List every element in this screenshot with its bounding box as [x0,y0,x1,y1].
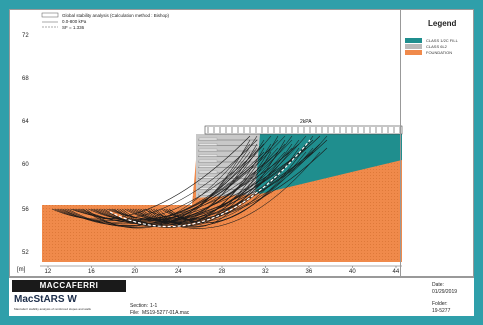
header-line-3: SF = 1.336 [62,25,85,30]
legend-item-label: CLASS 6L2 [426,44,448,49]
brand-logo: MACCAFERRI [12,280,126,292]
y-tick-label: 56 [22,207,29,213]
critical-slip-surface [109,139,311,228]
unit-label: [m] [17,267,26,273]
x-tick-label: 16 [88,269,95,275]
legend-item-label: CLASS 1/2C FILL [426,38,459,43]
slip-surfaces [51,135,328,229]
legend-swatch [405,50,422,55]
date-label: Date: [432,282,444,288]
y-tick-label: 60 [22,162,29,168]
x-tick-label: 12 [45,269,52,275]
x-tick-label: 20 [132,269,139,275]
header-line-2: 0.0-800 kPa [62,19,87,24]
section-label: Section: [130,303,149,309]
legend-title: Legend [428,19,457,28]
folder-value: 19-5277 [432,308,451,314]
file-value: MS19-5277-01A.mac [142,310,190,316]
legend-box [401,9,474,277]
y-tick-label: 64 [22,119,29,125]
header-line-1: Global stability analysis (Calculation m… [62,13,170,18]
y-tick-label: 52 [22,250,29,256]
y-tick-label: 68 [22,76,29,82]
x-tick-label: 44 [393,269,400,275]
surcharge-label: 2kPA [300,119,312,125]
report-footer [9,277,474,316]
plot-border [9,9,401,277]
date-value: 01/29/2019 [432,289,458,295]
fill-layer [252,134,402,194]
x-tick-label: 40 [349,269,356,275]
y-tick-label: 72 [22,33,29,39]
section-value: 1-1 [150,303,158,309]
x-tick-label: 24 [175,269,182,275]
legend-item-label: FOUNDATION [426,50,452,55]
surcharge-band [204,125,403,135]
product-name: MacStARS W [14,294,77,305]
x-tick-label: 28 [219,269,226,275]
legend-swatch [405,38,422,43]
legend-swatch [405,44,422,49]
x-tick-label: 36 [306,269,313,275]
product-description: Maccaferri stability analysis of reinfor… [14,307,91,311]
file-label: File: [130,310,140,316]
folder-label: Folder: [432,301,448,307]
x-tick-label: 32 [262,269,269,275]
